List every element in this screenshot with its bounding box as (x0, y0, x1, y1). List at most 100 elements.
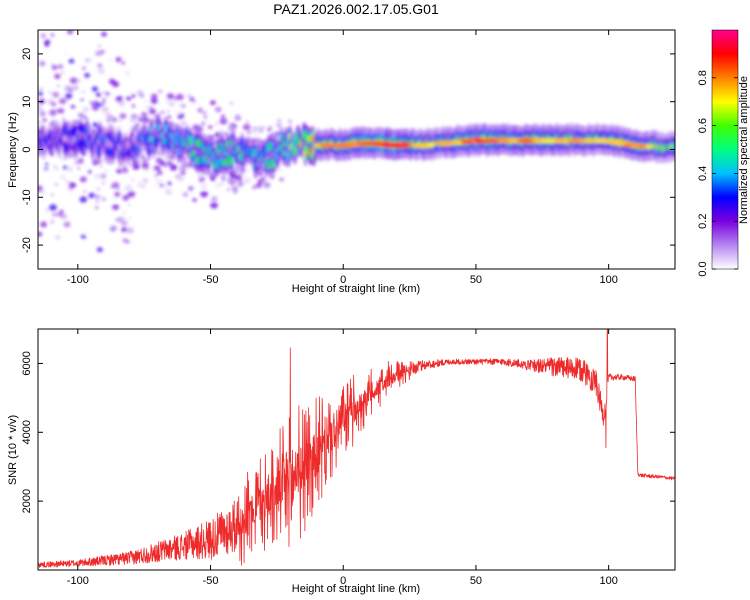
spectrogram-cell (242, 123, 251, 131)
spectrogram-cell (267, 128, 271, 132)
spectrogram-cell (65, 180, 69, 183)
spectrogram-cell (116, 168, 123, 174)
spectrogram-cell (39, 111, 46, 117)
spectrogram-cell (279, 177, 284, 182)
spectrogram-y-tick-label: -10 (21, 189, 33, 205)
spectrogram-cell (165, 157, 171, 162)
spectrogram-cell (101, 106, 109, 113)
spectrogram-cell (73, 174, 79, 179)
spectrogram-cell (184, 116, 190, 121)
spectrogram-cell (79, 196, 88, 203)
spectrogram-cell (38, 185, 43, 192)
snr-y-tick-label: 2000 (21, 489, 33, 513)
spectrogram-cell (438, 141, 451, 146)
spectrogram-cell (102, 91, 105, 94)
spectrogram-cell (63, 221, 71, 228)
spectrogram-cell (111, 181, 120, 189)
spectrogram-cell (65, 92, 73, 100)
spectrogram-cell (38, 120, 41, 124)
spectrogram-cell (96, 200, 99, 203)
spectrogram-cell (166, 109, 170, 113)
spectrogram-cell (38, 87, 43, 91)
spectrogram-cell (157, 170, 163, 176)
spectrogram-cell (100, 165, 103, 167)
spectrogram-x-tick-label: 100 (599, 274, 617, 286)
spectrogram-cell (49, 219, 55, 224)
snr-y-tick-label: 6000 (21, 351, 33, 375)
spectrogram-cell (117, 118, 122, 123)
spectrogram-cell (251, 127, 256, 131)
spectrogram-cell (182, 105, 186, 108)
spectrogram-cell (145, 118, 149, 121)
spectrogram-cell (121, 226, 128, 233)
snr-series-line (38, 329, 675, 568)
spectrogram-cell (127, 190, 136, 198)
snr-frame (37, 328, 676, 571)
spectrogram-cell (516, 138, 534, 144)
spectrogram-cell (50, 33, 55, 37)
spectrogram-cell (68, 88, 74, 93)
spectrogram-cell (215, 122, 218, 125)
spectrogram-cell (672, 143, 675, 150)
spectrogram-cell (243, 175, 251, 182)
spectrogram-cell (229, 156, 234, 166)
spectrogram-cell (38, 91, 43, 96)
spectrogram-cell (251, 186, 257, 190)
spectrogram-cell (77, 112, 85, 119)
spectrogram-cell (500, 138, 510, 144)
spectrogram-cell (42, 118, 47, 122)
spectrogram-cell (259, 129, 263, 133)
spectrogram-cell (484, 138, 499, 144)
spectrogram-cell (256, 183, 262, 188)
spectrogram-cell (219, 117, 228, 125)
spectrogram-cell (105, 91, 111, 96)
spectrogram-cell (140, 111, 148, 118)
spectrogram-cell (162, 185, 168, 190)
colorbar: 0.0 0.2 0.4 0.6 0.8 Normalized spectral ampl… (697, 29, 750, 277)
spectrogram-cell (38, 105, 41, 108)
spectrogram-cell (193, 177, 196, 179)
spectrogram-cell (94, 173, 100, 179)
spectrogram-cell (173, 108, 182, 115)
spectrogram-cell (119, 191, 123, 194)
spectrogram-cell (45, 162, 49, 166)
spectrogram-cell (137, 117, 143, 122)
spectrogram-cell (257, 171, 264, 176)
spectrogram-cell (214, 106, 222, 113)
spectrogram-y-tick-label: 10 (21, 96, 33, 108)
spectrogram-cell (110, 196, 118, 203)
colorbar-tick-label: 0.6 (697, 118, 709, 133)
spectrogram-cell (246, 121, 249, 123)
spectrogram-cell (234, 189, 238, 192)
spectrogram-cell (390, 143, 401, 148)
spectrogram-cell (119, 112, 127, 120)
spectrogram-cell (88, 192, 96, 199)
spectrogram-cell (83, 115, 87, 119)
spectrogram-cell (150, 98, 157, 103)
spectrogram-cell (61, 71, 64, 74)
spectrogram-cell (40, 166, 46, 171)
spectrogram-cell (167, 181, 172, 186)
spectrogram-cell (221, 114, 225, 118)
colorbar-ticks: 0.0 0.2 0.4 0.6 0.8 (697, 70, 738, 277)
spectrogram-cell (77, 158, 84, 164)
spectrogram-cell (112, 204, 120, 210)
spectrogram-cell (165, 189, 173, 195)
colorbar-label: Normalized spectral amplitude (738, 76, 750, 224)
spectrogram-cell (159, 183, 164, 188)
spectrogram-cell (71, 127, 77, 136)
spectrogram-cell (83, 229, 90, 234)
spectrogram-cell (104, 170, 107, 172)
spectrogram-cell (116, 134, 122, 143)
spectrogram-cell (566, 138, 587, 144)
spectrogram-cell (47, 131, 53, 141)
spectrogram-cell (48, 111, 51, 114)
spectrogram-cell (198, 128, 203, 132)
spectrogram-cell (201, 122, 206, 125)
spectrogram-cell (426, 142, 436, 148)
spectrogram-cell (96, 146, 102, 156)
spectrogram-cell (57, 236, 61, 239)
spectrogram-cell (134, 123, 140, 127)
spectrogram-cell (279, 168, 283, 171)
